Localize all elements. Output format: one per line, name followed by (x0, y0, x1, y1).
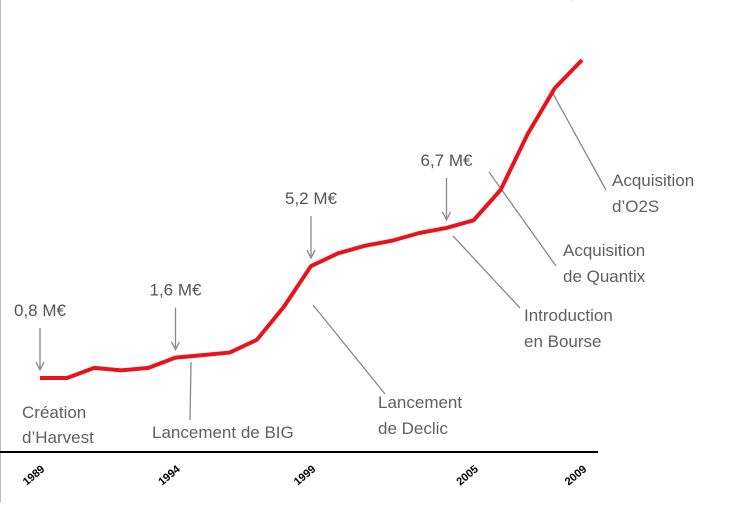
value-label: 1,6 M€ (150, 281, 203, 300)
value-label: 6,7 M€ (421, 151, 474, 170)
annotation: Lancement (378, 393, 462, 412)
value-label: 5,2 M€ (285, 189, 338, 208)
arrow (189, 361, 192, 421)
value-label: 13,3 M€ (551, 0, 613, 2)
arrow-head (170, 341, 181, 352)
revenue-line (40, 58, 584, 380)
x-tick-label: 2005 (454, 463, 480, 488)
annotation: de Quantix (563, 267, 646, 286)
x-tick-label: 1989 (21, 463, 47, 488)
arrow (550, 89, 607, 191)
arrow-head (35, 361, 45, 372)
annotation: Création (22, 403, 86, 422)
arrow (488, 171, 557, 267)
annotation: Acquisition (612, 171, 694, 190)
value-label: 0,8 M€ (14, 301, 67, 320)
annotation: d’O2S (612, 197, 659, 216)
annotation: Acquisition (563, 241, 645, 260)
x-tick-label: 1999 (292, 463, 318, 488)
x-tick-label: 1994 (156, 463, 183, 488)
annotation: Lancement de BIG (152, 423, 294, 442)
arrow-head (306, 249, 316, 260)
arrow (452, 235, 521, 309)
annotations: Création d’Harvest Lancement de BIG Lanc… (22, 89, 694, 447)
annotation: en Bourse (524, 332, 602, 351)
annotation: d’Harvest (22, 428, 94, 447)
arrow (312, 304, 386, 395)
annotation: Introduction (524, 306, 613, 325)
annotation: de Declic (378, 419, 448, 438)
arrow-head (441, 211, 452, 222)
x-tick-label: 2009 (563, 463, 589, 488)
